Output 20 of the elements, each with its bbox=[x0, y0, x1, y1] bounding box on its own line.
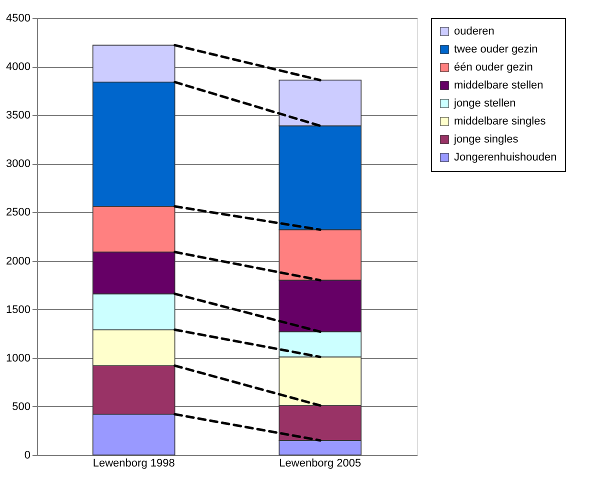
y-tick-label: 1500 bbox=[6, 304, 30, 316]
y-tick-label: 2500 bbox=[6, 206, 30, 219]
legend-label: middelbare stellen bbox=[454, 80, 544, 92]
x-tick-label: Lewenborg 2005 bbox=[279, 458, 362, 470]
y-tick-label: 3000 bbox=[6, 158, 30, 170]
legend-label: middelbare singles bbox=[454, 116, 546, 128]
legend-label: ouderen bbox=[454, 26, 494, 38]
y-tick-label: 2000 bbox=[6, 255, 30, 268]
legend-label: twee ouder gezin bbox=[454, 44, 538, 56]
y-tick-label: 1000 bbox=[6, 352, 30, 364]
legend-label: jonge stellen bbox=[453, 98, 516, 110]
legend-label: jonge singles bbox=[453, 134, 519, 146]
y-tick-label: 500 bbox=[12, 400, 30, 413]
y-tick-label: 4000 bbox=[6, 61, 30, 74]
legend-label: één ouder gezin bbox=[454, 62, 533, 74]
y-tick-label: 0 bbox=[24, 450, 30, 462]
y-tick-label: 3500 bbox=[6, 110, 30, 122]
x-tick-label: Lewenborg 1998 bbox=[92, 458, 175, 470]
y-tick-label: 4500 bbox=[6, 12, 30, 24]
legend-label: Jongerenhuishouden bbox=[454, 152, 557, 164]
